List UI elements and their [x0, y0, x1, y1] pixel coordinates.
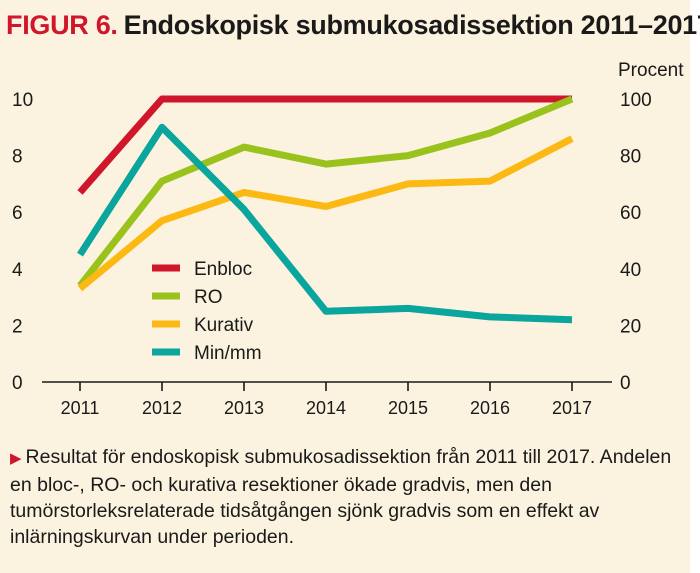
legend-label: Kurativ [194, 315, 254, 336]
y-left-tick-label: 0 [12, 373, 23, 394]
y-left-tick-label: 4 [12, 260, 23, 281]
x-tick-label: 2015 [388, 398, 428, 418]
y-left-tick-label: 8 [12, 147, 23, 168]
y-right-tick-label: 100 [620, 90, 652, 111]
figure-caption: ▶ Resultat för endoskopisk submukosadisse… [10, 444, 682, 550]
y-left-tick-label: 10 [12, 90, 33, 111]
figure-title-text: Endoskopisk submukosadissektion 2011–201… [123, 10, 700, 40]
y-right-tick-label: 60 [620, 203, 641, 224]
legend-label: Min/mm [194, 343, 262, 364]
x-tick-label: 2017 [552, 398, 592, 418]
line-chart: 2011 2012 2013 2014 2015 2016 2017024681002040… [12, 60, 684, 418]
y-right-tick-label: 20 [620, 316, 641, 337]
y-right-tick-label: 80 [620, 147, 641, 168]
x-tick-label: 2016 [470, 398, 510, 418]
figure-label: FIGUR 6. [6, 10, 118, 40]
series-line-kurativ [77, 135, 574, 292]
series-line-min-mm [77, 123, 573, 324]
x-tick-label: 2012 [142, 398, 182, 418]
y-left-tick-label: 6 [12, 203, 23, 224]
y-right-axis-label: Procent [618, 60, 684, 81]
caption-arrow-icon: ▶ [10, 450, 22, 467]
x-tick-label: 2013 [224, 398, 264, 418]
x-tick-label: 2011 [61, 398, 100, 418]
series-line-enbloc [77, 95, 572, 195]
y-right-tick-label: 40 [620, 260, 641, 281]
legend-label: Enbloc [194, 259, 252, 280]
caption-text: Resultat för endoskopisk submukosadissek… [10, 446, 672, 548]
y-left-tick-label: 2 [12, 316, 23, 337]
legend-label: RO [194, 287, 223, 308]
figure-title: FIGUR 6. Endoskopisk submukosadissektion … [6, 10, 700, 41]
series-line-ro [77, 95, 574, 288]
x-tick-label: 2014 [306, 398, 346, 418]
y-right-tick-label: 0 [620, 373, 631, 394]
